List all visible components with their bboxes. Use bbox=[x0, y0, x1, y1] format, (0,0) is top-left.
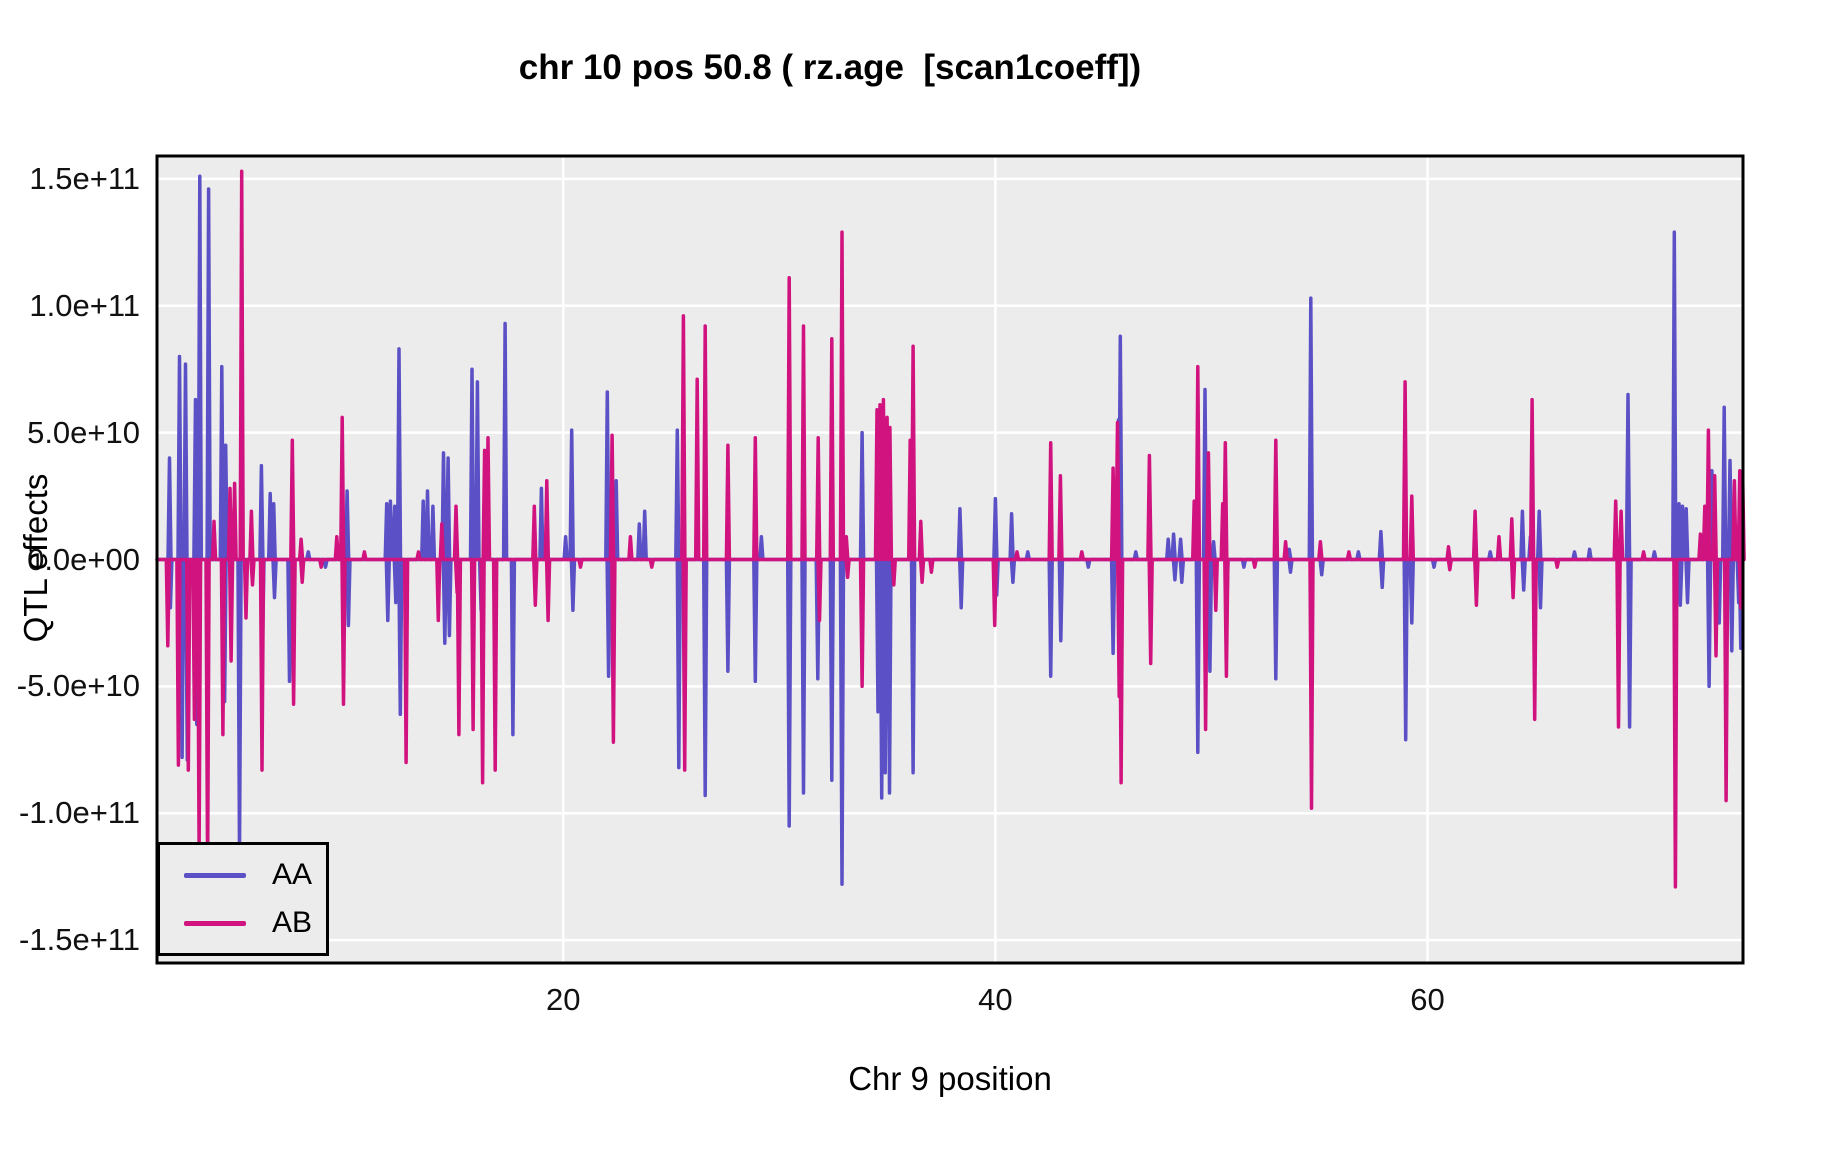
legend-label-ab: AB bbox=[272, 906, 313, 939]
series-ab-trace bbox=[155, 169, 1746, 889]
y-tick-label: -1.5e+11 bbox=[19, 922, 140, 958]
y-tick-label: 1.5e+11 bbox=[29, 160, 140, 196]
legend-swatch-ab bbox=[184, 920, 246, 926]
legend-swatch-aa bbox=[184, 872, 246, 878]
x-axis-title: Chr 9 position bbox=[848, 1060, 1052, 1097]
x-tick-label: 20 bbox=[545, 982, 581, 1017]
legend-label-aa: AA bbox=[272, 858, 313, 891]
legend-box: AA AB bbox=[157, 842, 329, 956]
y-tick-label: -5.0e+10 bbox=[16, 668, 140, 704]
y-tick-label: 1.0e+11 bbox=[29, 287, 140, 323]
y-tick-label: 0.0e+00 bbox=[27, 541, 140, 577]
x-tick-label: 40 bbox=[978, 982, 1013, 1017]
panel-border bbox=[155, 154, 1745, 965]
x-tick-label: 60 bbox=[1410, 982, 1445, 1017]
y-tick-label: -1.0e+11 bbox=[19, 795, 140, 831]
legend-entry-ab: AB bbox=[160, 906, 326, 940]
y-tick-label: 5.0e+10 bbox=[27, 414, 140, 450]
y-axis-title: QTL effects bbox=[17, 473, 54, 643]
legend-entry-aa: AA bbox=[160, 858, 326, 892]
chart-title: chr 10 pos 50.8 ( rz.age [scan1coeff]) bbox=[518, 48, 1142, 87]
